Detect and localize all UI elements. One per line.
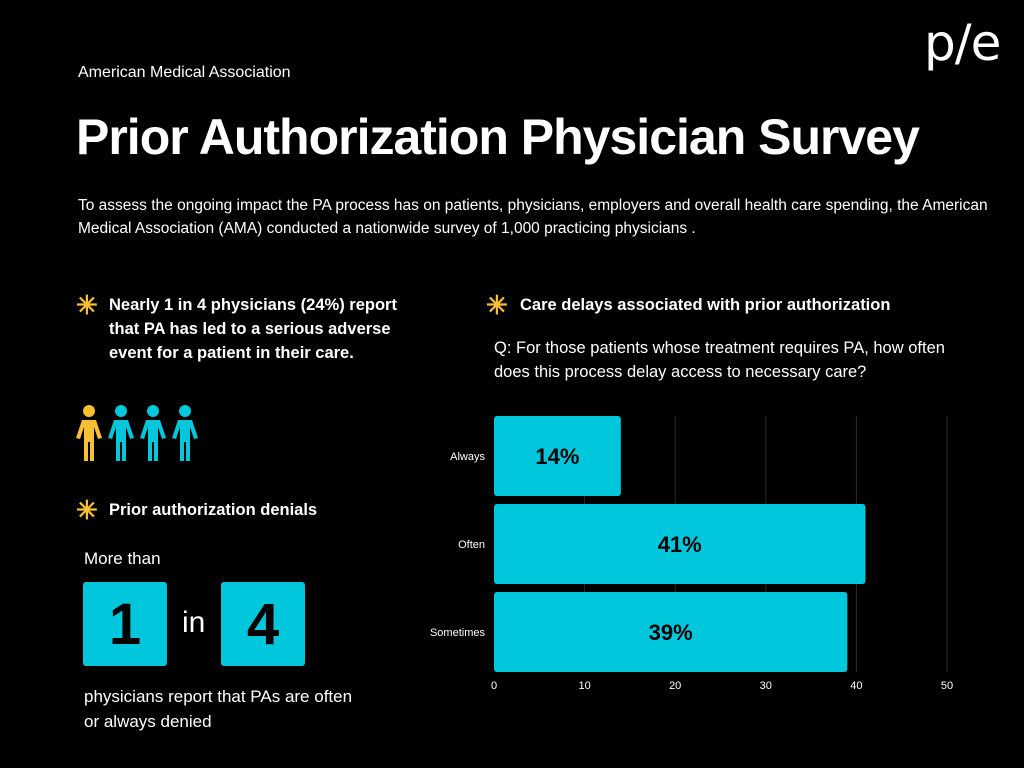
in-text: in: [182, 606, 206, 639]
data-label: 14%: [535, 444, 579, 469]
number-box-1: 1: [83, 582, 167, 666]
bar: [494, 504, 866, 584]
organization-name: American Medical Association: [78, 64, 291, 81]
category-label: Often: [458, 539, 485, 551]
x-tick-label: 0: [491, 680, 497, 692]
person-icon: [172, 405, 198, 461]
category-label: Sometimes: [430, 627, 486, 639]
asterisk-icon: ✳: [76, 495, 98, 525]
person-icon: [140, 405, 166, 461]
x-tick-label: 10: [578, 680, 590, 692]
denials-heading: Prior authorization denials: [109, 501, 318, 519]
category-label: Always: [450, 451, 485, 463]
x-tick-label: 50: [941, 680, 953, 692]
bar: [494, 592, 848, 672]
asterisk-icon: ✳: [486, 290, 508, 320]
delays-heading: Care delays associated with prior author…: [520, 296, 891, 314]
denials-text: physicians report that PAs are often or …: [84, 687, 353, 731]
data-label: 41%: [658, 532, 702, 557]
x-tick-label: 20: [669, 680, 681, 692]
intro-text: To assess the ongoing impact the PA proc…: [78, 197, 988, 237]
asterisk-icon: ✳: [76, 290, 98, 320]
denials-prefix: More than: [84, 549, 161, 568]
logo: p/e: [924, 14, 1001, 72]
adverse-event-stat: Nearly 1 in 4 physicians (24%) report th…: [109, 296, 397, 362]
bar: [494, 416, 621, 496]
x-tick-label: 40: [850, 680, 862, 692]
x-tick-label: 30: [760, 680, 772, 692]
survey-question: Q: For those patients whose treatment re…: [494, 339, 945, 381]
number-box-4: 4: [221, 582, 305, 666]
person-icon: [76, 405, 102, 461]
page-title: Prior Authorization Physician Survey: [76, 109, 920, 165]
data-label: 39%: [649, 620, 693, 645]
people-icons: [74, 404, 200, 462]
person-icon: [108, 405, 134, 461]
